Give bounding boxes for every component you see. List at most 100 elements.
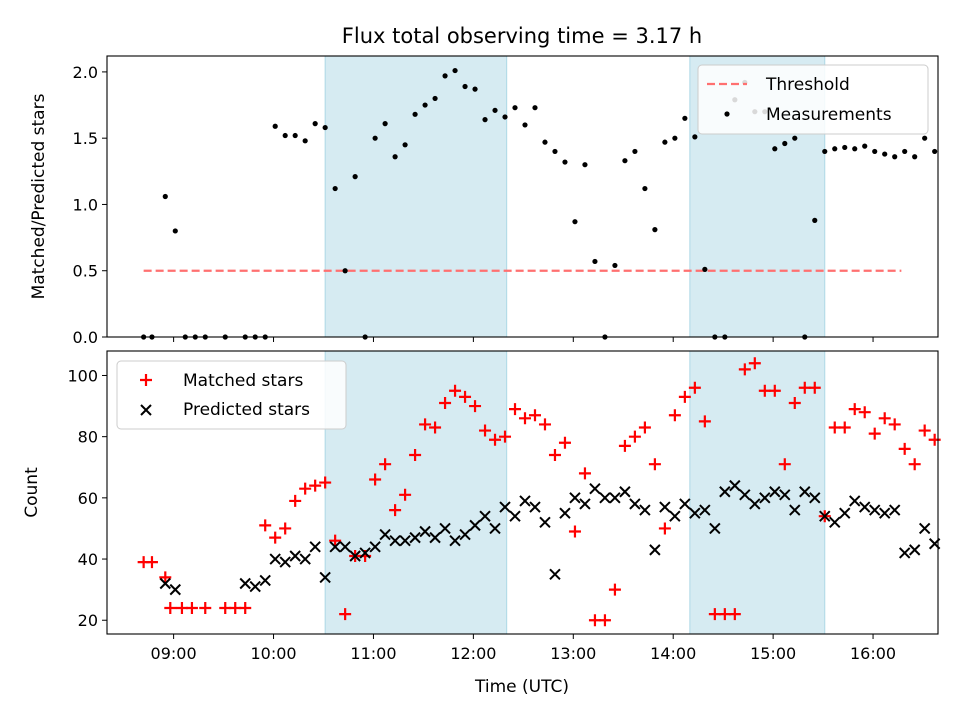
panel1-shaded-interval-1 <box>324 55 508 338</box>
measurement-point <box>512 105 518 111</box>
measurement-point <box>582 162 588 168</box>
predicted-point <box>789 504 801 516</box>
predicted-point <box>699 504 711 516</box>
predicted-point <box>739 489 751 501</box>
chart-title: Flux total observing time = 3.17 h <box>342 24 702 48</box>
predicted-point <box>619 486 631 498</box>
panel2-ytick-label: 100 <box>67 366 98 385</box>
predicted-point <box>659 501 671 513</box>
xtick-label: 15:00 <box>750 644 796 663</box>
predicted-point <box>259 574 271 587</box>
measurement-point <box>502 114 508 120</box>
matched-point <box>339 608 352 621</box>
predicted-point <box>898 547 911 559</box>
xtick-label: 10:00 <box>250 644 296 663</box>
measurement-point <box>632 148 638 155</box>
predicted-point <box>389 534 401 547</box>
predicted-point <box>599 492 611 504</box>
predicted-point <box>299 553 311 565</box>
predicted-point <box>918 522 931 535</box>
legend-predicted-swatch <box>140 404 152 416</box>
measurement-point <box>702 266 708 273</box>
predicted-point <box>879 507 891 519</box>
predicted-point <box>589 482 601 495</box>
predicted-point <box>829 516 841 529</box>
measurement-point <box>282 132 288 139</box>
xlabel: Time (UTC) <box>474 677 569 697</box>
matched-point <box>239 601 252 614</box>
legend-predicted-label: Predicted stars <box>183 400 310 420</box>
legend-threshold-label: Threshold <box>765 75 850 95</box>
xtick-label: 14:00 <box>650 644 696 663</box>
matched-point <box>638 421 651 434</box>
matched-point <box>469 400 482 413</box>
measurement-point <box>172 228 178 234</box>
legend-top <box>697 64 929 135</box>
measurement-point <box>862 143 868 149</box>
predicted-point <box>509 510 521 522</box>
matched-point <box>329 534 342 547</box>
predicted-point <box>239 577 251 590</box>
measurement-point <box>922 135 928 141</box>
panel1-ytick-label: 1.0 <box>73 195 98 214</box>
measurement-point <box>472 86 478 92</box>
matched-point <box>738 363 751 376</box>
xtick-label: 13:00 <box>550 644 596 663</box>
predicted-point <box>279 556 291 568</box>
predicted-point <box>549 568 561 581</box>
measurement-point <box>382 120 388 127</box>
panel1-ylabel: Matched/Predicted stars <box>29 93 49 299</box>
predicted-point <box>159 577 171 590</box>
measurement-point <box>342 268 348 274</box>
matched-point <box>898 442 911 455</box>
predicted-point <box>809 492 821 504</box>
legend-bottom-box <box>116 360 347 430</box>
matched-point <box>778 458 791 471</box>
panel2-ytick-label: 80 <box>78 428 98 447</box>
panel1-ytick-label: 2.0 <box>73 63 98 82</box>
measurement-point <box>352 174 358 180</box>
measurement-point <box>372 135 378 141</box>
matched-point <box>648 458 661 471</box>
predicted-point <box>339 541 351 553</box>
predicted-point <box>629 498 641 510</box>
measurement-point <box>642 185 648 192</box>
predicted-point <box>409 531 421 544</box>
matched-point <box>518 412 531 425</box>
predicted-point <box>329 541 341 553</box>
matched-point <box>199 601 212 614</box>
predicted-point <box>679 498 691 510</box>
matched-point <box>429 421 442 434</box>
measurement-point <box>452 67 458 74</box>
measurement-point <box>292 132 298 139</box>
matched-point <box>279 522 292 535</box>
matched-point <box>145 556 158 569</box>
measurement-point <box>782 140 788 147</box>
predicted-point <box>369 541 381 553</box>
predicted-point <box>609 492 621 504</box>
predicted-point <box>399 534 411 547</box>
measurement-point <box>412 111 418 117</box>
predicted-point <box>429 531 441 544</box>
matched-point <box>299 482 312 495</box>
xtick-label: 16:00 <box>850 644 896 663</box>
measurement-point <box>482 117 488 123</box>
measurement-point <box>812 217 818 223</box>
legend-top-box <box>697 64 929 135</box>
predicted-point <box>559 507 571 519</box>
predicted-point <box>888 504 901 516</box>
predicted-point <box>579 498 591 510</box>
measurement-point <box>662 139 668 145</box>
matched-point <box>838 421 851 434</box>
predicted-point <box>529 501 541 513</box>
panel2-ylabel: Count <box>22 467 42 518</box>
predicted-point <box>419 525 431 538</box>
matched-point <box>289 494 302 507</box>
predicted-point <box>669 510 681 522</box>
panel2-ytick-label: 60 <box>78 489 98 508</box>
predicted-point <box>689 507 701 519</box>
matched-point <box>858 406 871 419</box>
predicted-point <box>449 534 461 547</box>
matched-point <box>628 430 641 443</box>
matched-point <box>479 424 492 437</box>
